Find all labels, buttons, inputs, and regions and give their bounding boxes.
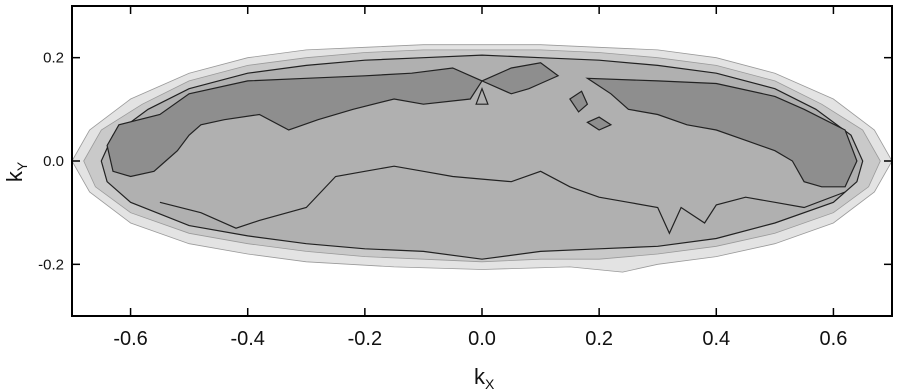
x-tick-label-6: 0.6: [820, 328, 848, 350]
y-axis-ticks: -0.2 0.0 0.2: [38, 50, 892, 273]
contour-lines: [159, 165, 846, 235]
y-tick-label-1: 0.0: [43, 153, 64, 170]
y-axis-label: kY: [2, 161, 30, 182]
x-tick-label-0: -0.6: [113, 328, 147, 350]
contour-fills: [71, 44, 893, 273]
x-axis-label-main: k: [474, 364, 486, 389]
x-tick-label-3: 0.0: [468, 328, 496, 350]
x-axis-label: kX: [474, 364, 495, 389]
y-tick-label-2: 0.2: [43, 50, 64, 67]
x-axis-ticks: -0.6 -0.4 -0.2 0.0 0.2 0.4 0.6: [113, 6, 847, 350]
contour-level-4-region-5: [585, 77, 858, 188]
contour-level-4-region-3: [106, 67, 483, 178]
y-axis-label-sub: Y: [14, 161, 30, 171]
contour-line-0: [159, 165, 846, 235]
x-tick-label-5: 0.4: [702, 328, 730, 350]
contour-level-4-region-6: [569, 90, 589, 113]
y-axis-label-main: k: [2, 170, 27, 182]
x-axis-label-sub: X: [485, 376, 495, 389]
x-tick-label-2: -0.2: [348, 328, 382, 350]
contour-level-4-region-7: [586, 116, 613, 131]
x-tick-label-4: 0.2: [585, 328, 613, 350]
x-tick-label-1: -0.4: [230, 328, 264, 350]
contour-level-4-region-4: [480, 62, 560, 95]
contour-level-3-region-8: [475, 87, 489, 105]
y-tick-label-0: -0.2: [38, 256, 64, 273]
contour-level-3-region-2: [100, 54, 864, 260]
